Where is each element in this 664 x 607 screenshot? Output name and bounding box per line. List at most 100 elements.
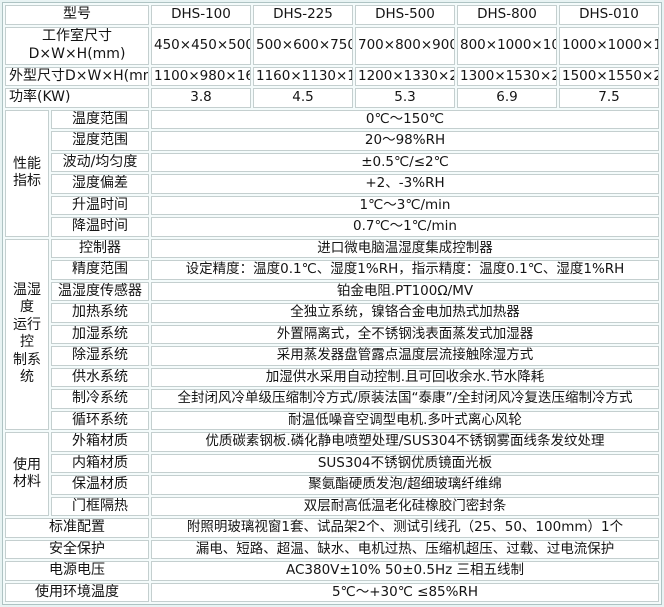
- model-header: DHS-225: [253, 5, 353, 25]
- table-row: 加热系统 全独立系统，镍铬合金电加热式加热器: [5, 303, 659, 323]
- row-label: 升温时间: [51, 195, 149, 215]
- row-value: 耐温低噪音空调型电机.多叶式离心风轮: [151, 410, 659, 430]
- model-row-label: 型号: [5, 5, 149, 25]
- row-label: 湿度范围: [51, 131, 149, 151]
- row-value: ±0.5℃/≤2℃: [151, 152, 659, 172]
- row-label: 使用环境温度: [5, 582, 149, 602]
- cell-value: 4.5: [253, 88, 353, 108]
- row-label: 功率(KW): [5, 88, 149, 108]
- row-label: 加热系统: [51, 303, 149, 323]
- cell-value: 5.3: [355, 88, 455, 108]
- cell-value: 7.5: [559, 88, 659, 108]
- row-value: 20～98%RH: [151, 131, 659, 151]
- group-header-control-system: 温湿度 运行控 制系统: [5, 238, 49, 430]
- table-row: 保温材质 聚氨酯硬质发泡/超细玻璃纤维绵: [5, 475, 659, 495]
- table-row: 门框隔热 双层耐高低温老化硅橡胶门密封条: [5, 496, 659, 516]
- row-label: 温度范围: [51, 109, 149, 129]
- table-row-power-supply: 电源电压 AC380V±10% 50±0.5Hz 三相五线制: [5, 561, 659, 581]
- row-label: 电源电压: [5, 561, 149, 581]
- cell-value: 1300×1530×2200: [457, 66, 557, 86]
- row-value: 加湿供水采用自动控制.且可回收余水.节水降耗: [151, 367, 659, 387]
- row-value: 采用蒸发器盘管露点温度层流接触除湿方式: [151, 346, 659, 366]
- table-row-power: 功率(KW) 3.8 4.5 5.3 6.9 7.5: [5, 88, 659, 108]
- model-header: DHS-100: [151, 5, 251, 25]
- table-row: 循环系统 耐温低噪音空调型电机.多叶式离心风轮: [5, 410, 659, 430]
- row-value: 设定精度：温度0.1℃、湿度1%RH，指示精度：温度0.1℃、湿度1%RH: [151, 260, 659, 280]
- row-label: 降温时间: [51, 217, 149, 237]
- table-row-models: 型号 DHS-100 DHS-225 DHS-500 DHS-800 DHS-0…: [5, 5, 659, 25]
- row-label: 供水系统: [51, 367, 149, 387]
- row-label: 外型尺寸D×W×H(mm): [5, 66, 149, 86]
- cell-value: 1100×980×1650: [151, 66, 251, 86]
- row-value: 漏电、短路、超温、缺水、电机过热、压缩机超压、过载、过电流保护: [151, 539, 659, 559]
- row-value: 聚氨酯硬质发泡/超细玻璃纤维绵: [151, 475, 659, 495]
- model-header: DHS-010: [559, 5, 659, 25]
- row-value: 全封闭风冷单级压缩制冷方式/原装法国“泰康”/全封闭风冷复迭压缩制冷方式: [151, 389, 659, 409]
- table-row: 温湿度传感器 铂金电阻.PT100Ω/MV: [5, 281, 659, 301]
- table-row-chamber-size: 工作室尺寸 D×W×H(mm) 450×450×500 500×600×750 …: [5, 26, 659, 65]
- table-row: 加湿系统 外置隔离式，全不锈钢浅表面蒸发式加湿器: [5, 324, 659, 344]
- row-value: 优质碳素钢板.磷化静电喷塑处理/SUS304不锈钢雾面线条发纹处理: [151, 432, 659, 452]
- row-label: 门框隔热: [51, 496, 149, 516]
- table-row: 供水系统 加湿供水采用自动控制.且可回收余水.节水降耗: [5, 367, 659, 387]
- cell-value: 1200×1330×2100: [355, 66, 455, 86]
- row-label: 循环系统: [51, 410, 149, 430]
- model-header: DHS-800: [457, 5, 557, 25]
- row-label: 波动/均匀度: [51, 152, 149, 172]
- table-row: 湿度偏差 +2、-3%RH: [5, 174, 659, 194]
- row-label: 温湿度传感器: [51, 281, 149, 301]
- row-value: +2、-3%RH: [151, 174, 659, 194]
- row-label: 安全保护: [5, 539, 149, 559]
- row-value: 0.7℃～1℃/min: [151, 217, 659, 237]
- row-value: 铂金电阻.PT100Ω/MV: [151, 281, 659, 301]
- row-value: AC380V±10% 50±0.5Hz 三相五线制: [151, 561, 659, 581]
- row-value: SUS304不锈钢优质镜面光板: [151, 453, 659, 473]
- cell-value: 3.8: [151, 88, 251, 108]
- row-value: 0℃～150℃: [151, 109, 659, 129]
- table-row: 内箱材质 SUS304不锈钢优质镜面光板: [5, 453, 659, 473]
- row-label: 加湿系统: [51, 324, 149, 344]
- row-value: 5℃～+30℃ ≤85%RH: [151, 582, 659, 602]
- row-label: 精度范围: [51, 260, 149, 280]
- row-label: 湿度偏差: [51, 174, 149, 194]
- table-row: 温湿度 运行控 制系统 控制器 进口微电脑温湿度集成控制器: [5, 238, 659, 430]
- cell-value: 700×800×900: [355, 26, 455, 65]
- row-label: 控制器: [51, 238, 149, 258]
- table-row-safety-protection: 安全保护 漏电、短路、超温、缺水、电机过热、压缩机超压、过载、过电流保护: [5, 539, 659, 559]
- table-row-standard-config: 标准配置 附照明玻璃视窗1套、试品架2个、测试引线孔（25、50、100mm）1…: [5, 518, 659, 538]
- row-label: 外箱材质: [51, 432, 149, 452]
- group-header-materials: 使用 材料: [5, 432, 49, 516]
- cell-value: 450×450×500: [151, 26, 251, 65]
- cell-value: 1000×1000×1000: [559, 26, 659, 65]
- row-label: 内箱材质: [51, 453, 149, 473]
- cell-value: 500×600×750: [253, 26, 353, 65]
- row-label: 制冷系统: [51, 389, 149, 409]
- row-value: 进口微电脑温湿度集成控制器: [151, 238, 659, 258]
- cell-value: 1160×1130×1900: [253, 66, 353, 86]
- row-value: 1℃～3℃/min: [151, 195, 659, 215]
- cell-value: 1500×1550×2200: [559, 66, 659, 86]
- group-header-performance: 性能 指标: [5, 109, 49, 237]
- row-value: 全独立系统，镍铬合金电加热式加热器: [151, 303, 659, 323]
- table-row: 制冷系统 全封闭风冷单级压缩制冷方式/原装法国“泰康”/全封闭风冷复迭压缩制冷方…: [5, 389, 659, 409]
- table-row: 除湿系统 采用蒸发器盘管露点温度层流接触除湿方式: [5, 346, 659, 366]
- row-label: 除湿系统: [51, 346, 149, 366]
- model-header: DHS-500: [355, 5, 455, 25]
- table-row-external-size: 外型尺寸D×W×H(mm) 1100×980×1650 1160×1130×19…: [5, 66, 659, 86]
- cell-value: 800×1000×1000: [457, 26, 557, 65]
- table-row: 湿度范围 20～98%RH: [5, 131, 659, 151]
- row-value: 附照明玻璃视窗1套、试品架2个、测试引线孔（25、50、100mm）1个: [151, 518, 659, 538]
- table-row-ambient-temp: 使用环境温度 5℃～+30℃ ≤85%RH: [5, 582, 659, 602]
- table-row: 精度范围 设定精度：温度0.1℃、湿度1%RH，指示精度：温度0.1℃、湿度1%…: [5, 260, 659, 280]
- table-row: 性能 指标 温度范围 0℃～150℃: [5, 109, 659, 237]
- table-row: 升温时间 1℃～3℃/min: [5, 195, 659, 215]
- table-row: 波动/均匀度 ±0.5℃/≤2℃: [5, 152, 659, 172]
- row-label: 标准配置: [5, 518, 149, 538]
- row-label: 工作室尺寸 D×W×H(mm): [5, 26, 149, 65]
- row-label: 保温材质: [51, 475, 149, 495]
- table-row: 使用 材料 外箱材质 优质碳素钢板.磷化静电喷塑处理/SUS304不锈钢雾面线条…: [5, 432, 659, 516]
- row-value: 外置隔离式，全不锈钢浅表面蒸发式加湿器: [151, 324, 659, 344]
- row-value: 双层耐高低温老化硅橡胶门密封条: [151, 496, 659, 516]
- table-row: 降温时间 0.7℃～1℃/min: [5, 217, 659, 237]
